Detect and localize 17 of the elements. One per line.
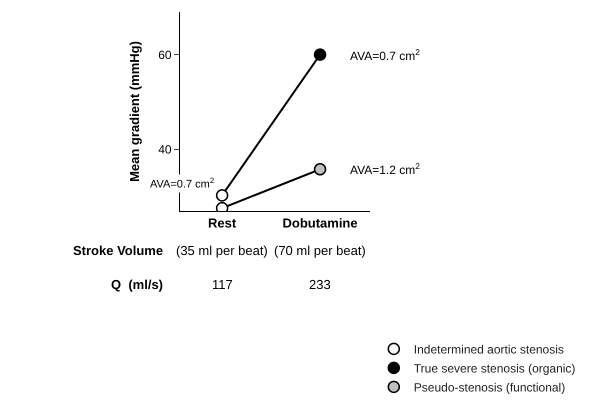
y-tick-label: 40 <box>158 142 172 157</box>
text: Stroke Volume <box>73 243 164 258</box>
legend-label: Indetermined aortic stenosis <box>414 342 564 357</box>
x-tick-label: Rest <box>208 216 237 231</box>
x-tick-label: Dobutamine <box>282 216 358 231</box>
text: 117 <box>212 277 233 292</box>
y-axis-title: Mean gradient (mmHg) <box>127 41 142 182</box>
legend-label: True severe stenosis (organic) <box>414 362 576 376</box>
text: Q (ml/s) <box>111 277 164 292</box>
text: (35 ml per beat) <box>176 243 268 258</box>
annotation: AVA=1.2 cm$^{2}$ <box>350 161 420 178</box>
y-tick-label: 60 <box>158 48 172 62</box>
legend-label: Pseudo-stenosis (functional) <box>414 380 566 395</box>
annotation: AVA=0.7 cm$^{2}$ <box>350 47 420 64</box>
text: 233 <box>309 277 331 292</box>
annotation: AVA=0.7 cm$^{2}$ <box>150 176 214 191</box>
text: (70 ml per beat) <box>274 243 366 258</box>
